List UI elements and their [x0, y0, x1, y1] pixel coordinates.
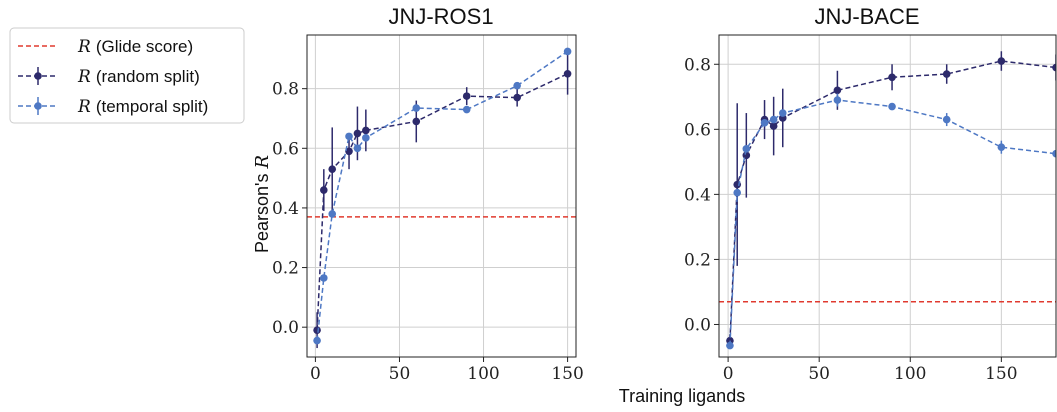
data-point-temporal — [1052, 149, 1056, 158]
data-point-random — [362, 126, 370, 135]
y-tick-label: 0.4 — [684, 185, 711, 205]
data-point-temporal — [328, 210, 337, 218]
data-point-random — [353, 129, 362, 138]
x-tick-label: 100 — [467, 364, 499, 384]
data-point-temporal — [769, 115, 778, 124]
legend: R (Glide score) R (random split) R (tempora… — [9, 27, 245, 124]
legend-glide-label: R (Glide score) — [77, 37, 193, 57]
data-point-random — [462, 92, 471, 100]
series-line-temporal — [316, 50, 569, 341]
plot-frame-bace — [718, 34, 1057, 358]
data-point-temporal — [888, 102, 896, 111]
data-point-random — [513, 93, 521, 102]
data-point-temporal — [742, 145, 751, 153]
data-point-temporal — [513, 81, 521, 90]
x-tick-label: 100 — [894, 364, 926, 384]
series-temporal-ros1 — [313, 47, 572, 345]
x-tick-label: 50 — [389, 364, 411, 384]
data-point-temporal — [563, 47, 572, 56]
data-point-temporal — [760, 119, 769, 127]
series-line-temporal — [729, 99, 1056, 346]
y-tick-label: 0.6 — [272, 139, 299, 159]
legend-temporal-label: R (temporal split) — [77, 97, 208, 117]
data-point-random — [313, 326, 321, 334]
data-point-temporal — [778, 109, 787, 117]
panel-jnj-ros1: JNJ-ROS1 Pearson'sR 0 50 100 150 0.0 0.2 0.4 0.… — [252, 4, 584, 384]
data-point-temporal — [320, 274, 328, 282]
y-tick-label: 0.8 — [272, 80, 299, 100]
data-point-random — [328, 165, 337, 173]
data-point-temporal — [412, 104, 421, 112]
x-tick-label: 0 — [310, 364, 321, 384]
data-point-random — [942, 70, 951, 78]
data-point-random — [769, 122, 778, 130]
data-point-temporal — [345, 132, 353, 141]
data-point-random — [1052, 63, 1056, 72]
data-point-temporal — [462, 105, 471, 114]
x-tick-label: 50 — [808, 364, 830, 384]
data-point-random — [345, 147, 353, 156]
data-point-temporal — [942, 115, 951, 124]
y-tick-label: 0.6 — [684, 120, 711, 140]
data-point-random — [742, 151, 751, 160]
series-random-ros1 — [313, 52, 572, 349]
data-point-temporal — [833, 96, 842, 104]
y-tick-label: 0.2 — [684, 250, 711, 270]
data-point-random — [888, 73, 896, 82]
panel-jnj-bace: JNJ-BACE 0 50 100 150 0.0 0.2 0.4 0.6 0.8 — [684, 4, 1057, 384]
series-temporal-bace — [726, 93, 1056, 350]
data-point-temporal — [313, 336, 321, 345]
data-point-temporal — [362, 134, 370, 142]
x-tick-label: 0 — [723, 364, 734, 384]
data-point-temporal — [353, 144, 362, 153]
y-tick-label: 0.2 — [272, 259, 299, 279]
series-line-random — [316, 73, 568, 331]
y-tick-label: 0.4 — [272, 199, 299, 219]
legend-random-label: R (random split) — [77, 67, 200, 87]
data-point-temporal — [726, 341, 734, 350]
panel-title-ros1: JNJ-ROS1 — [388, 4, 493, 29]
plot-frame-ros1 — [306, 34, 577, 358]
data-point-random — [997, 57, 1006, 65]
data-point-random — [563, 69, 572, 78]
series-random-bace — [726, 51, 1056, 348]
panel-title-bace: JNJ-BACE — [814, 4, 919, 29]
y-tick-label: 0.0 — [272, 318, 299, 338]
data-point-random — [412, 117, 421, 126]
legend-random-marker — [34, 72, 42, 80]
data-point-random — [320, 186, 328, 194]
legend-frame — [9, 27, 245, 124]
x-axis-label: Training ligands — [619, 386, 745, 406]
data-point-temporal — [997, 143, 1006, 152]
data-point-temporal — [733, 188, 742, 197]
x-tick-label: 150 — [551, 364, 583, 384]
x-tick-label: 150 — [985, 364, 1017, 384]
y-axis-label: Pearson'sR — [252, 155, 273, 253]
legend-temporal-marker — [34, 102, 42, 110]
y-tick-label: 0.8 — [684, 55, 711, 75]
data-point-random — [833, 86, 842, 95]
y-tick-label: 0.0 — [684, 315, 711, 335]
